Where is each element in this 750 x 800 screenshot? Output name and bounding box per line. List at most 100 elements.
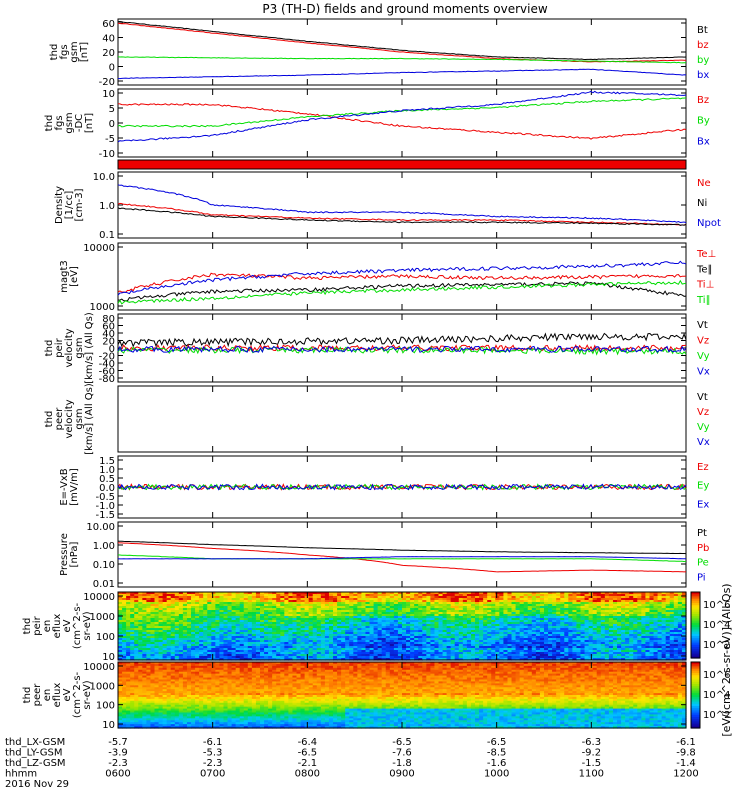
spec-cell	[414, 620, 419, 623]
spec-cell	[523, 656, 529, 659]
spec-cell	[292, 656, 298, 659]
spec-cell	[211, 646, 216, 649]
spec-cell	[264, 600, 269, 603]
spec-cell	[227, 592, 233, 595]
spec-cell	[324, 630, 330, 633]
spec-cell	[393, 626, 399, 629]
spec-cell	[556, 594, 561, 597]
spec-cell	[365, 624, 371, 627]
spec-cell	[292, 598, 298, 601]
spec-cell	[251, 616, 257, 619]
spec-cell	[527, 602, 533, 605]
spec-cell	[308, 622, 314, 625]
spec-cell	[645, 616, 651, 619]
spec-cell	[466, 600, 472, 603]
spec-cell	[665, 600, 671, 603]
spec-cell	[580, 638, 586, 641]
spec-cell	[653, 628, 659, 631]
spec-cell	[531, 608, 537, 611]
spec-cell	[316, 612, 322, 615]
spec-cell	[227, 594, 233, 597]
spec-cell	[568, 628, 573, 631]
spec-cell	[576, 636, 582, 639]
spec-cell	[170, 616, 176, 619]
spec-cell	[402, 616, 407, 619]
spec-cell	[199, 616, 204, 619]
spec-cell	[328, 594, 334, 597]
spec-cell	[454, 652, 460, 655]
spec-cell	[268, 642, 273, 645]
spec-cell	[272, 620, 277, 623]
spec-cell	[333, 624, 338, 627]
spec-cell	[657, 606, 663, 609]
spec-cell	[588, 604, 594, 607]
spec-cell	[499, 646, 505, 649]
spec-cell	[592, 606, 598, 609]
y-tick-label: 60	[102, 322, 115, 333]
spec-cell	[450, 594, 456, 597]
spec-cell	[166, 600, 172, 603]
spec-cell	[349, 634, 354, 637]
spec-cell	[130, 646, 135, 649]
spec-cell	[231, 598, 237, 601]
spec-cell	[146, 650, 152, 653]
spec-cell	[657, 632, 663, 635]
spec-cell	[345, 634, 350, 637]
spec-cell	[462, 594, 468, 597]
spec-cell	[268, 626, 273, 629]
spec-cell	[483, 626, 488, 629]
spec-cell	[629, 602, 634, 605]
spec-cell	[633, 604, 638, 607]
spec-cell	[507, 610, 513, 613]
spec-cell	[600, 620, 606, 623]
spec-cell	[531, 624, 537, 627]
spec-cell	[426, 598, 431, 601]
spec-cell	[154, 594, 160, 597]
spec-cell	[215, 654, 221, 657]
spec-cell	[418, 604, 423, 607]
spec-cell	[122, 610, 127, 613]
spec-cell	[552, 638, 557, 641]
spec-cell	[426, 650, 431, 653]
spec-cell	[535, 648, 541, 651]
spec-cell	[596, 612, 602, 615]
spec-cell	[556, 656, 561, 659]
spec-cell	[576, 644, 582, 647]
spec-cell	[296, 594, 302, 597]
spec-cell	[118, 606, 123, 609]
spec-cell	[434, 592, 440, 595]
spec-cell	[211, 618, 216, 621]
spec-cell	[320, 646, 326, 649]
spec-cell	[377, 614, 383, 617]
spec-cell	[341, 606, 346, 609]
spec-cell	[479, 658, 484, 661]
spec-cell	[608, 636, 614, 639]
spec-cell	[142, 634, 147, 637]
spec-cell	[199, 618, 204, 621]
spec-cell	[466, 636, 472, 639]
spec-cell	[649, 650, 655, 653]
spec-cell	[466, 612, 472, 615]
spec-cell	[369, 612, 375, 615]
spec-cell	[665, 624, 671, 627]
spec-cell	[470, 614, 476, 617]
spec-cell	[438, 610, 444, 613]
spec-cell	[215, 646, 221, 649]
spec-cell	[596, 596, 602, 599]
spec-cell	[341, 618, 346, 621]
spec-cell	[381, 642, 387, 645]
spec-cell	[454, 650, 460, 653]
spec-cell	[515, 652, 521, 655]
spec-cell	[308, 598, 314, 601]
spec-cell	[414, 628, 419, 631]
spec-cell	[328, 624, 334, 627]
spec-cell	[515, 598, 521, 601]
spec-cell	[272, 656, 277, 659]
spec-cell	[235, 620, 241, 623]
spec-cell	[349, 608, 354, 611]
spec-cell	[207, 592, 212, 595]
spec-cell	[560, 624, 565, 627]
spec-cell	[199, 610, 204, 613]
spec-cell	[580, 600, 586, 603]
legend-By: By	[697, 116, 710, 127]
